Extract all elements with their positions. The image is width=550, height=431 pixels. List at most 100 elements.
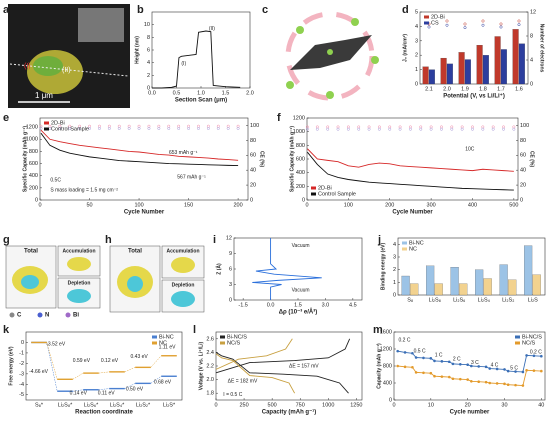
annotation: 0.11 eV [98, 391, 116, 397]
density [171, 257, 195, 273]
y-tick-label: 5 [415, 9, 418, 15]
y-tick-label: -3 [19, 371, 24, 377]
atom-label: Bi [73, 313, 79, 319]
x-axis-label: Cycle number [450, 410, 490, 416]
annotation: 653 mAh g⁻¹ [169, 150, 198, 156]
bar [422, 66, 429, 85]
panel-letter: d [402, 4, 409, 16]
marker [326, 127, 330, 131]
x-tick-label: 1000 [322, 402, 334, 408]
y-axis-label: Free energy (eV) [8, 346, 14, 386]
box-title: Depletion [172, 282, 195, 288]
y2-tick-label: 100 [520, 123, 529, 129]
y-tick-label: -4 [19, 382, 24, 388]
x-tick-label: 150 [184, 202, 193, 208]
connector [98, 388, 110, 390]
atom-key [9, 312, 15, 318]
marker [137, 126, 141, 130]
bar [464, 59, 471, 85]
bar [475, 269, 484, 296]
y-tick-label: 2.2 [206, 363, 214, 369]
legend-label: 2D-Bi [431, 14, 445, 20]
y-tick-label: 3 [229, 282, 232, 288]
marker [450, 127, 454, 131]
bar [458, 52, 465, 85]
annotation: 10C [465, 146, 475, 152]
bar [500, 49, 507, 85]
y-tick-label: 1200 [293, 115, 305, 121]
marker [167, 126, 171, 130]
y2-tick-label: 0 [520, 197, 523, 203]
legend-label: NC/S [227, 340, 240, 346]
y-tick-label: 1000 [26, 137, 38, 143]
y-tick-label: 200 [29, 185, 38, 191]
legend-label: Bi-NC/S [227, 334, 247, 340]
marker [88, 126, 91, 130]
annotation: -3.52 eV [46, 342, 66, 348]
bar [428, 69, 435, 85]
line [40, 129, 239, 161]
y-axis-label: Height (nm) [134, 36, 140, 64]
annotation: 0.5C [50, 178, 61, 184]
legend-swatch [152, 341, 157, 345]
x-tick-label: Li₂S₄ [478, 297, 491, 303]
x-tick-label: Li₂S₈* [58, 402, 73, 408]
x-tick-label: -1.5 [238, 302, 247, 308]
connector [124, 383, 136, 389]
y-tick-label: 2.0 [206, 377, 214, 383]
y-tick-label: 12 [226, 235, 232, 241]
y-tick-label: 8 [147, 35, 150, 41]
y2-axis-label: Number of electrons [539, 24, 545, 73]
x-tick-label: 40 [538, 402, 544, 408]
panel-letter: j [377, 234, 381, 246]
legend-swatch [311, 192, 316, 196]
annotation: 0.14 eV [70, 391, 88, 397]
panel-letter: h [105, 234, 112, 246]
x-axis-label: Cycle Number [392, 210, 433, 216]
legend-label: NC [159, 340, 167, 346]
marker [68, 126, 72, 130]
annotation: 3 C [471, 360, 479, 366]
connector [150, 355, 162, 368]
legend-label: CS [431, 20, 439, 26]
box-title: Accumulation [166, 248, 199, 254]
marker [517, 23, 521, 27]
marker [460, 127, 464, 131]
marker [481, 19, 485, 23]
line [40, 132, 239, 167]
density [67, 289, 91, 303]
marker [463, 26, 467, 30]
marker [463, 22, 467, 26]
bar [440, 57, 447, 85]
x-axis-label: Capacity (mAh g⁻¹) [262, 409, 317, 416]
x-tick-label: 2.0 [443, 86, 451, 92]
atom-label: C [17, 313, 22, 319]
marker [197, 126, 200, 130]
legend-swatch [44, 127, 49, 131]
y2-tick-label: 20 [250, 183, 256, 189]
annotation: 2 C [453, 357, 461, 363]
y2-tick-label: 0 [250, 197, 253, 203]
annotation: Vacuum [292, 287, 310, 293]
plot-frame [25, 331, 183, 401]
y-tick-label: 9 [229, 251, 232, 257]
x-tick-label: 250 [239, 402, 248, 408]
marker [117, 126, 121, 130]
y-tick-label: 0 [415, 81, 418, 87]
x-tick-label: 1.9 [461, 86, 469, 92]
legend-label: NC [409, 246, 417, 252]
legend-swatch [220, 341, 225, 345]
flake-core [33, 56, 63, 76]
y2-tick-label: 40 [250, 168, 256, 174]
y2-axis-label: CE (%) [259, 151, 265, 167]
bar [426, 265, 435, 296]
marker [206, 126, 210, 130]
x-tick-label: 1.0 [197, 90, 205, 96]
connector [46, 342, 58, 380]
panel-letter: m [373, 324, 383, 336]
marker [216, 126, 220, 130]
marker [236, 126, 240, 130]
density [127, 276, 143, 292]
x-tick-label: S₈ [407, 297, 413, 303]
x-tick-label: Li₂S* [163, 402, 176, 408]
